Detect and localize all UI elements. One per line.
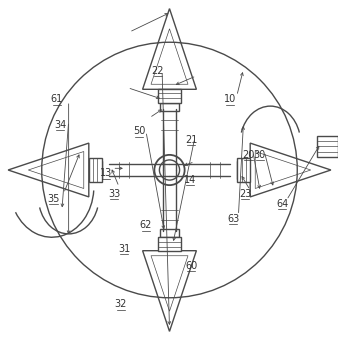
Text: 34: 34 (54, 120, 66, 130)
Text: 13: 13 (99, 168, 112, 179)
Bar (317, 136, 338, 156)
Bar (89, 158, 102, 182)
Bar (160, 103, 179, 111)
Text: 30: 30 (254, 150, 266, 160)
Text: 35: 35 (47, 193, 60, 204)
Circle shape (159, 160, 180, 180)
Text: 10: 10 (224, 95, 236, 104)
Bar (158, 89, 181, 103)
Text: 50: 50 (133, 126, 145, 136)
Text: 21: 21 (185, 135, 198, 145)
Text: 20: 20 (242, 150, 255, 160)
Text: 62: 62 (140, 220, 152, 231)
Text: 61: 61 (51, 95, 63, 104)
Bar (158, 237, 181, 251)
Bar (237, 158, 250, 182)
Text: 14: 14 (183, 175, 196, 185)
Bar (94, 160, 102, 180)
Text: 64: 64 (276, 199, 288, 209)
Text: 23: 23 (239, 189, 251, 199)
Bar (237, 160, 245, 180)
Text: 32: 32 (115, 300, 127, 309)
Text: 33: 33 (108, 189, 120, 199)
Text: 31: 31 (118, 244, 130, 254)
Text: 60: 60 (185, 261, 198, 271)
Bar (160, 229, 179, 237)
Text: 63: 63 (227, 214, 240, 224)
Text: 22: 22 (152, 66, 164, 76)
